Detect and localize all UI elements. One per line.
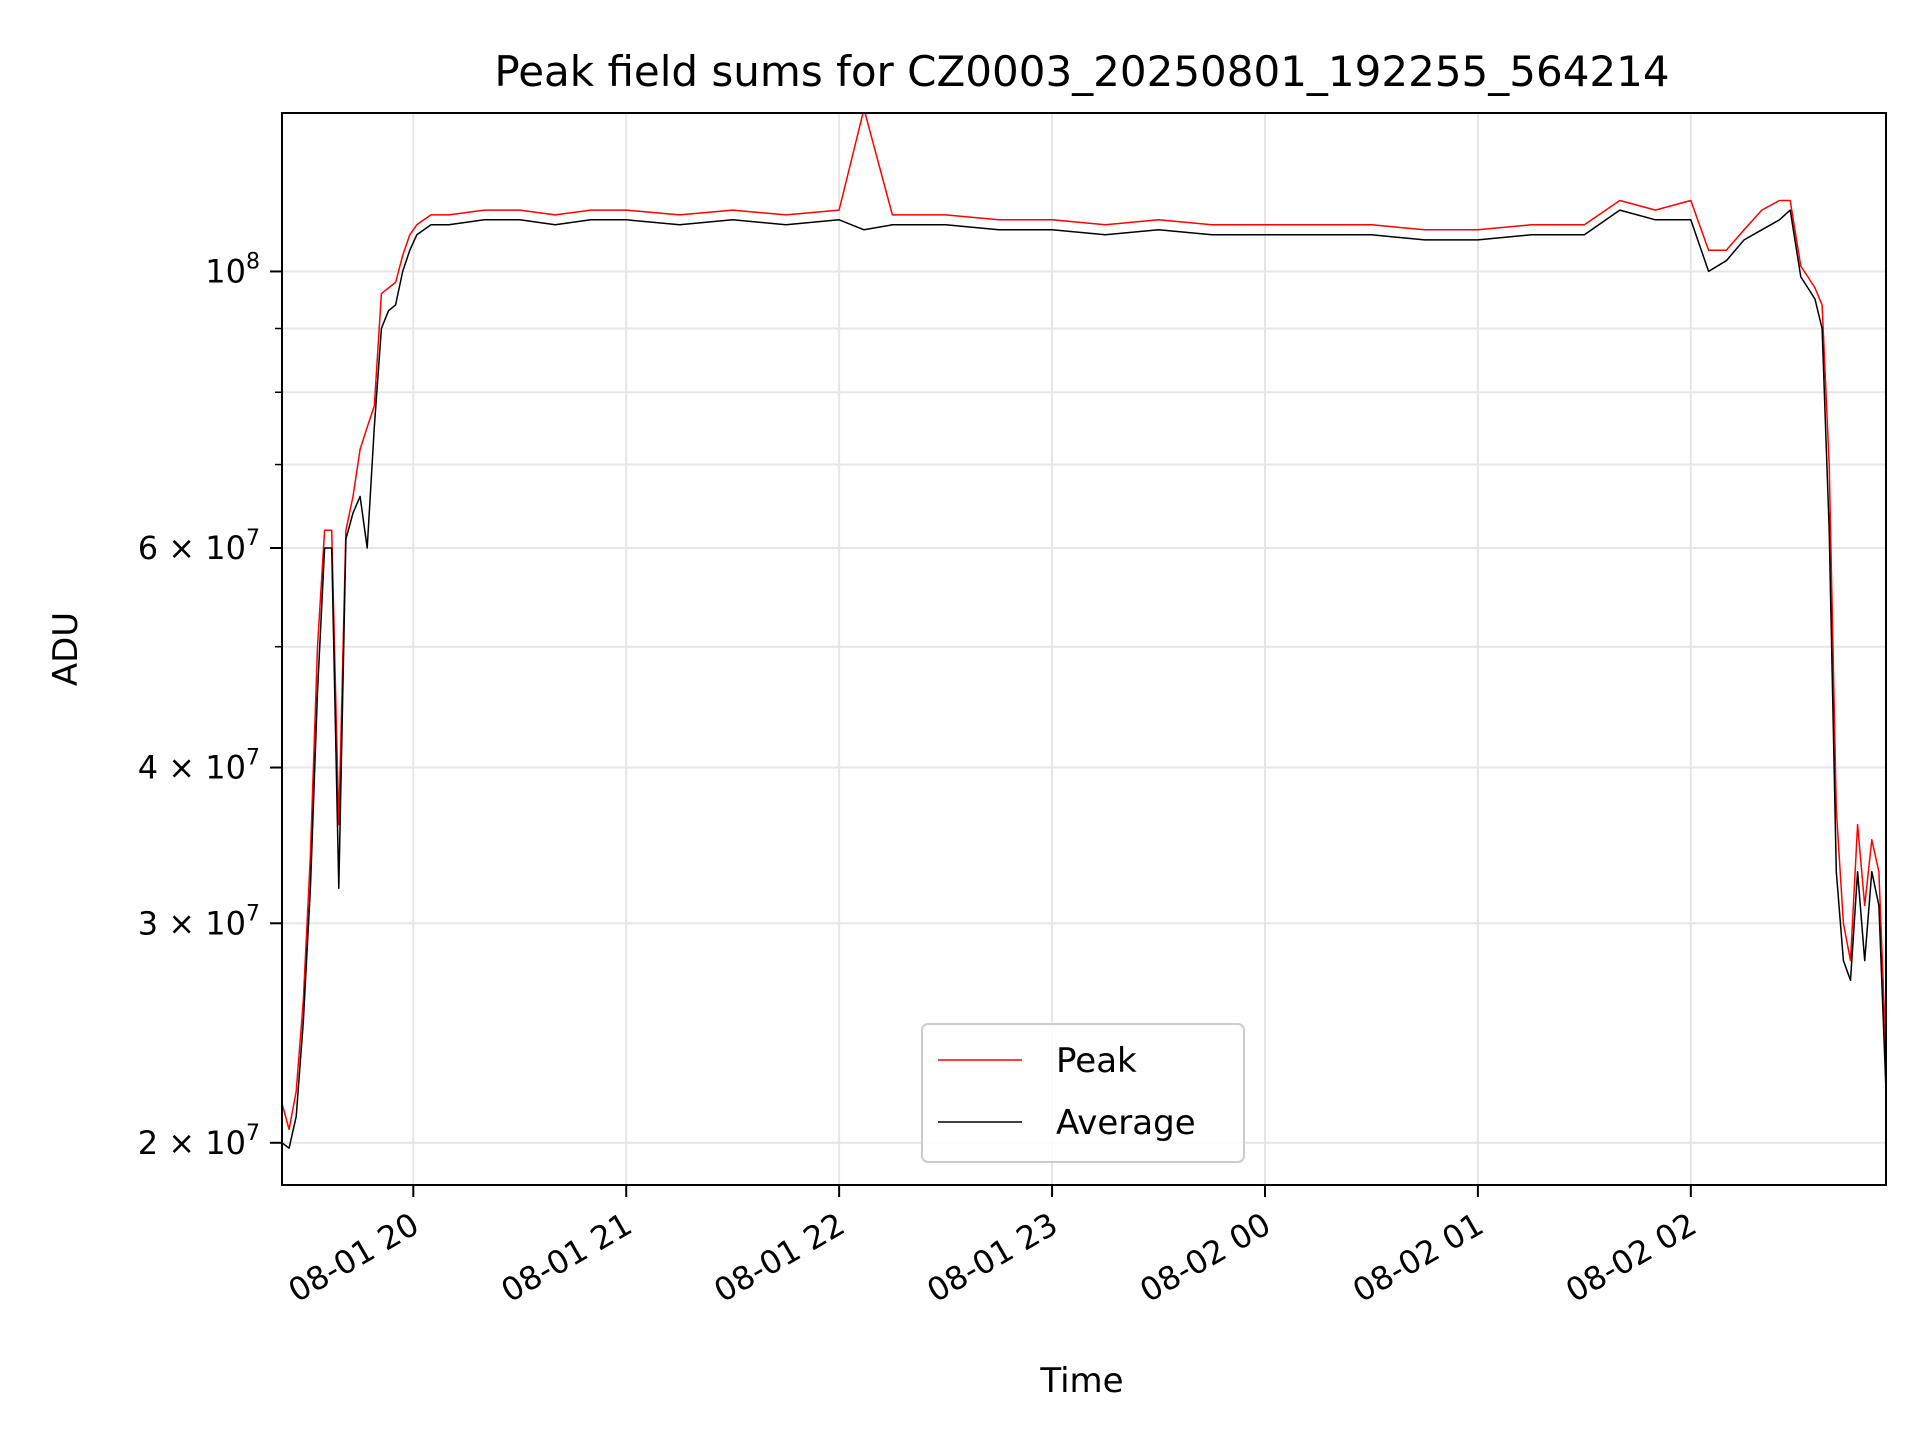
y-tick-label: 3 × 107 bbox=[138, 901, 260, 942]
series-line-average bbox=[282, 209, 1886, 1149]
legend-label-average: Average bbox=[1056, 1103, 1196, 1143]
legend-label-peak: Peak bbox=[1056, 1041, 1137, 1081]
y-tick-label: 2 × 107 bbox=[138, 1121, 260, 1162]
legend: Peak Average bbox=[921, 1023, 1245, 1163]
plot-frame bbox=[281, 112, 1887, 1186]
chart-title: Peak field sums for CZ0003_20250801_1922… bbox=[494, 47, 1669, 96]
series-layer bbox=[282, 113, 1886, 1149]
y-tick-label: 4 × 107 bbox=[138, 746, 260, 787]
y-tick-label: 6 × 107 bbox=[138, 526, 260, 567]
legend-box bbox=[921, 1023, 1245, 1163]
grid-layer bbox=[282, 113, 1886, 1185]
x-axis-label: Time bbox=[1039, 1361, 1123, 1401]
y-axis-label: ADU bbox=[46, 612, 86, 686]
y-tick-label: 108 bbox=[205, 249, 260, 290]
series-line-peak bbox=[282, 113, 1886, 1131]
